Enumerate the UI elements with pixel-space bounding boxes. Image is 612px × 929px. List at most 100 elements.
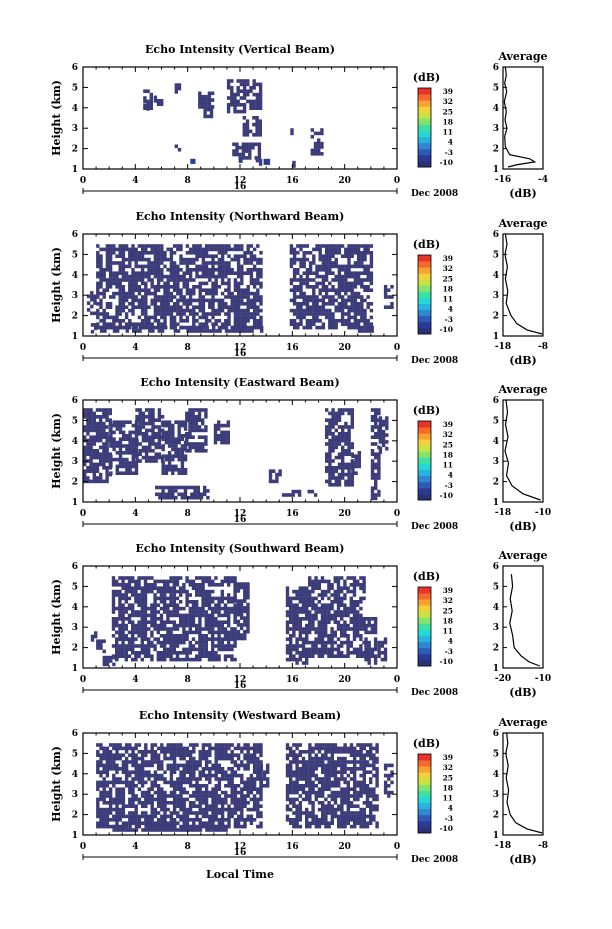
heatmap-cell [150,640,154,645]
heatmap-cell [377,469,381,473]
heatmap-cell [295,589,299,594]
heatmap-cell [134,654,138,658]
heatmap-cell [182,271,186,275]
heatmap-cell [208,305,212,309]
heatmap-cell [134,760,138,764]
heatmap-cell [204,449,208,453]
heatmap-cell [239,612,244,617]
heatmap-cell [370,651,375,655]
heatmap-cell [336,600,341,604]
heatmap-cell [182,613,186,618]
heatmap-cell [96,251,100,255]
heatmap-cell [233,637,237,641]
heatmap-cell [166,647,170,652]
heatmap-cell [327,640,331,645]
heatmap-cell [353,271,358,275]
heatmap-cell [153,271,158,275]
heatmap-cell [163,637,167,641]
heatmap-cell [314,627,318,631]
heatmap-cell [156,247,161,252]
heatmap-cell [182,647,186,652]
heatmap-cell [166,613,170,618]
heatmap-cell [111,610,116,614]
heatmap-cell [246,302,250,306]
heatmap-cell [153,780,158,785]
heatmap-cell [121,247,126,252]
average-profile-line [504,233,543,335]
heatmap-cell [179,600,183,604]
heatmap-cell [242,129,246,134]
heatmap-cell [359,583,363,587]
heatmap-cell [169,640,173,645]
heatmap-cell [102,421,106,426]
heatmap-cell [147,627,151,631]
heatmap-cell [96,288,100,292]
heatmap-cell [369,274,374,279]
heatmap-cell [246,629,250,634]
y-tick-label: 2 [72,478,78,488]
heatmap-cell [163,797,167,802]
heatmap-cell [224,251,228,255]
heatmap-cell [312,288,316,292]
heatmap-cell [208,302,212,306]
heatmap-cell [96,281,100,286]
heatmap-cell [108,797,113,802]
heatmap-cell [150,583,154,587]
average-y-tick-label: 6 [493,230,499,240]
heatmap-cell [204,610,208,614]
heatmap-cell [298,651,302,655]
heatmap-cell [164,495,168,500]
heatmap-cell [350,411,354,416]
heatmap-cell [377,459,381,463]
heatmap-cell [143,600,148,604]
heatmap-cell [169,305,174,309]
average-profile-line [509,574,541,667]
heatmap-cell [331,415,335,419]
heatmap-cell [367,661,371,665]
heatmap-cell [204,442,208,446]
heatmap-cell [360,254,364,258]
heatmap-cell [362,576,366,580]
heatmap-cell [118,444,123,448]
heatmap-cell [363,285,367,289]
x-tick-label: 16 [286,343,299,353]
heatmap-cell [198,91,202,96]
heatmap-cell [166,640,170,645]
heatmap-cell [195,610,199,614]
heatmap-cell [233,295,238,299]
heatmap-cell [180,471,185,475]
heatmap-cell [161,437,165,441]
heatmap-cell [172,261,177,265]
heatmap-cell [179,288,183,292]
heatmap-cell [115,291,119,296]
heatmap-cell [233,288,238,292]
heatmap-cell [347,462,351,467]
heatmap-cell [166,630,170,635]
heatmap-cell [204,613,208,618]
heatmap-cell [157,442,162,446]
heatmap-cell [131,322,135,326]
heatmap-cell [188,750,193,754]
x-tick-label: 4 [132,509,138,519]
heatmap-cell [95,435,100,439]
heatmap-cell [124,623,128,628]
heatmap-cell [205,325,209,330]
heatmap-cell [128,801,132,805]
heatmap-cell [310,135,314,139]
heatmap-cell [169,743,174,747]
heatmap-cell [356,600,360,604]
heatmap-cell [285,600,290,604]
heatmap-cell [151,455,155,460]
heatmap-cell [370,496,375,501]
heatmap-cell [182,640,186,645]
heatmap-cell [195,763,199,768]
heatmap-cell [210,98,215,102]
heatmap-cell [317,600,321,604]
heatmap-cell [109,423,113,428]
heatmap-cell [177,430,181,435]
heatmap-cell [163,254,167,258]
heatmap-cell [112,773,116,778]
heatmap-cell [373,623,378,628]
heatmap-cell [325,452,329,456]
